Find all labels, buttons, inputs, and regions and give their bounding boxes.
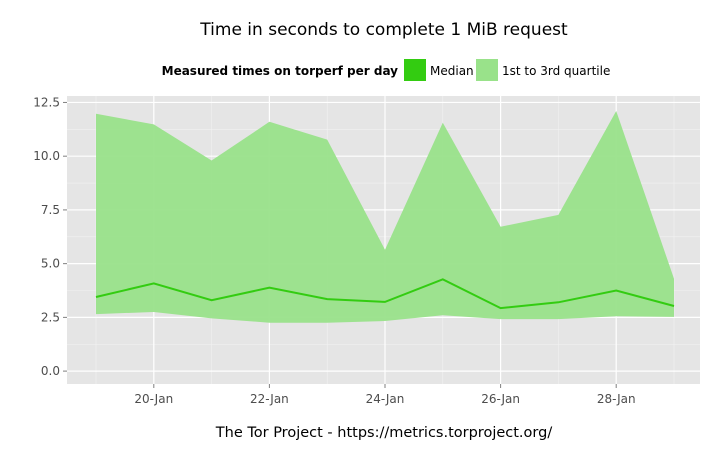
y-tick-label: 0.0	[41, 364, 60, 378]
legend-label-median: Median	[430, 64, 474, 78]
y-tick-label: 5.0	[41, 257, 60, 271]
x-tick-label: 28-Jan	[597, 392, 636, 406]
x-axis: 20-Jan 22-Jan 24-Jan 26-Jan 28-Jan	[134, 384, 636, 406]
y-tick-label: 12.5	[33, 95, 60, 109]
legend-swatch-quartile	[476, 59, 498, 81]
quartile-band	[96, 111, 674, 323]
x-axis-caption: The Tor Project - https://metrics.torpro…	[215, 425, 553, 441]
x-tick-label: 26-Jan	[481, 392, 520, 406]
x-tick-label: 20-Jan	[134, 392, 173, 406]
y-tick-label: 10.0	[33, 149, 60, 163]
legend: Measured times on torperf per day Median…	[162, 59, 610, 81]
x-tick-label: 22-Jan	[250, 392, 289, 406]
legend-label-quartile: 1st to 3rd quartile	[502, 64, 610, 78]
median-line	[95, 278, 675, 310]
legend-swatch-median	[404, 59, 426, 81]
y-tick-label: 7.5	[41, 203, 60, 217]
x-tick-label: 24-Jan	[366, 392, 405, 406]
y-tick-label: 2.5	[41, 310, 60, 324]
legend-title: Measured times on torperf per day	[162, 64, 399, 78]
chart-title: Time in seconds to complete 1 MiB reques…	[199, 20, 568, 40]
y-axis: 0.0 2.5 5.0 7.5 10.0 12.5	[33, 95, 67, 378]
